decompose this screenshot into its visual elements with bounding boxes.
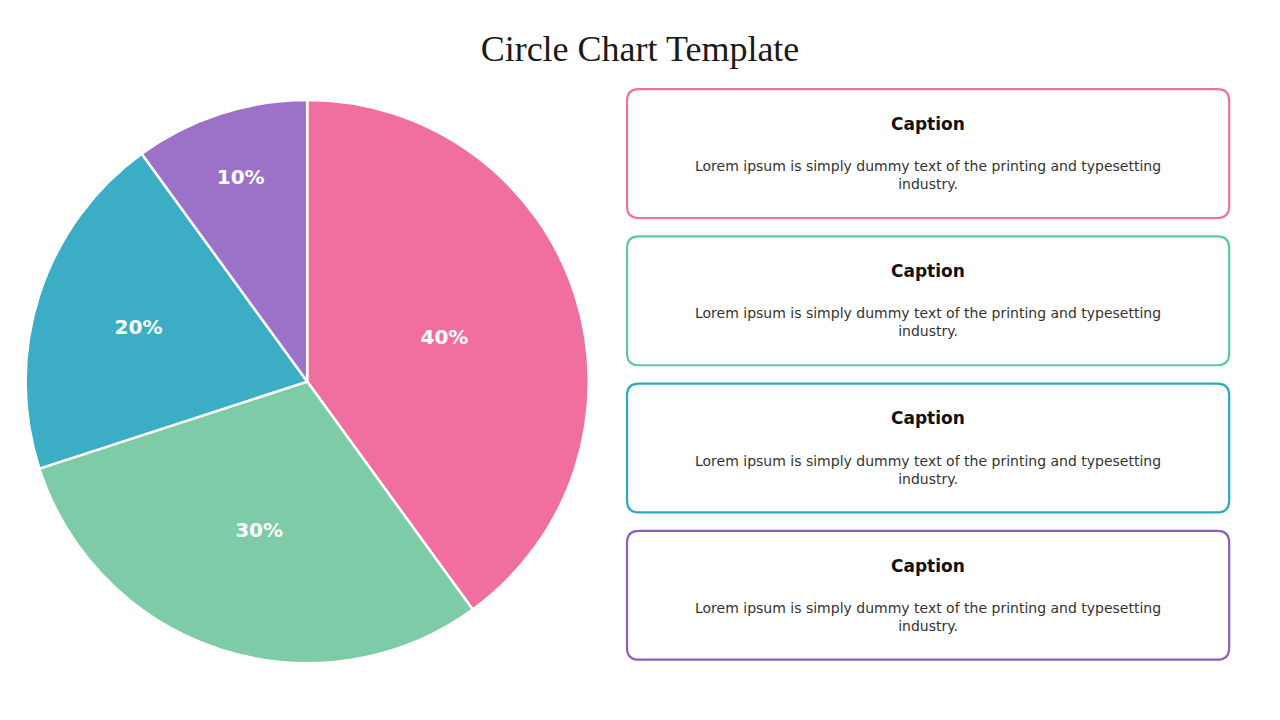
svg-text:Caption: Caption: [891, 556, 965, 576]
svg-text:20%: 20%: [115, 315, 163, 339]
svg-text:Caption: Caption: [891, 114, 965, 134]
svg-text:Lorem ipsum is simply dummy te: Lorem ipsum is simply dummy text of the …: [695, 600, 1161, 634]
svg-text:10%: 10%: [217, 165, 265, 189]
svg-text:40%: 40%: [421, 325, 469, 349]
svg-text:Lorem ipsum is simply dummy te: Lorem ipsum is simply dummy text of the …: [695, 453, 1161, 487]
svg-text:Lorem ipsum is simply dummy te: Lorem ipsum is simply dummy text of the …: [695, 158, 1161, 192]
svg-text:Caption: Caption: [891, 408, 965, 428]
svg-text:30%: 30%: [235, 518, 283, 542]
svg-text:Lorem ipsum is simply dummy te: Lorem ipsum is simply dummy text of the …: [695, 305, 1161, 339]
svg-text:Circle Chart Template: Circle Chart Template: [481, 29, 800, 69]
svg-text:Caption: Caption: [891, 261, 965, 281]
